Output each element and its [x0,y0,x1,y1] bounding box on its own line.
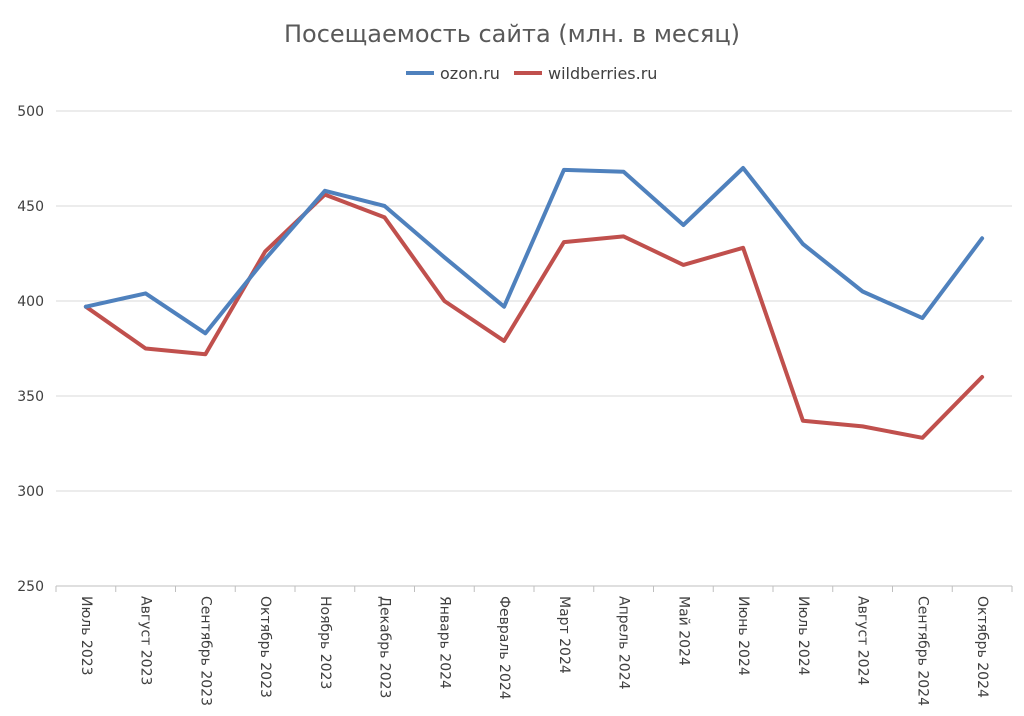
series-layer [83,166,985,440]
x-tick-label: Январь 2024 [436,596,452,689]
legend-label-wildberries: wildberries.ru [548,64,657,83]
y-tick-label: 250 [17,579,44,595]
series-line-ozon-ru [83,166,985,336]
x-tick-label: Август 2023 [138,596,154,685]
x-tick-label: Июнь 2024 [735,596,751,676]
x-tick-label: Сентябрь 2023 [197,596,213,706]
legend-item-ozon: ozon.ru [406,64,500,83]
x-tick-label: Октябрь 2024 [974,596,990,698]
y-axis-tick-labels: 250 300 350 400 450 500 [17,104,44,595]
y-tick-label: 300 [17,484,44,500]
series-line-wildberries-ru [83,192,985,440]
y-tick-label: 450 [17,199,44,215]
legend-item-wildberries: wildberries.ru [514,64,657,83]
gridlines [56,110,1012,492]
x-tick-label: Ноябрь 2023 [317,596,333,689]
legend: ozon.ru wildberries.ru [406,64,657,83]
x-tick-label: Сентябрь 2024 [914,596,930,706]
legend-label-ozon: ozon.ru [440,64,500,83]
x-axis-tick-labels: Июль 2023 Август 2023 Сентябрь 2023 Октябрь… [78,596,990,706]
x-tick-label: Июль 2024 [795,596,811,676]
y-tick-label: 500 [17,104,44,120]
chart-title: Посещаемость сайта (млн. в месяц) [284,20,740,48]
x-tick-label: Февраль 2024 [496,596,512,700]
x-axis [55,585,1013,592]
x-tick-label: Октябрь 2023 [257,596,273,698]
x-tick-label: Март 2024 [556,596,572,674]
x-tick-label: Декабрь 2023 [377,596,393,698]
x-tick-label: Август 2024 [855,596,871,685]
y-tick-label: 350 [17,389,44,405]
y-tick-label: 400 [17,294,44,310]
x-tick-label: Июль 2023 [78,596,94,676]
x-tick-label: Апрель 2024 [616,596,632,690]
x-tick-label: Май 2024 [675,596,691,666]
